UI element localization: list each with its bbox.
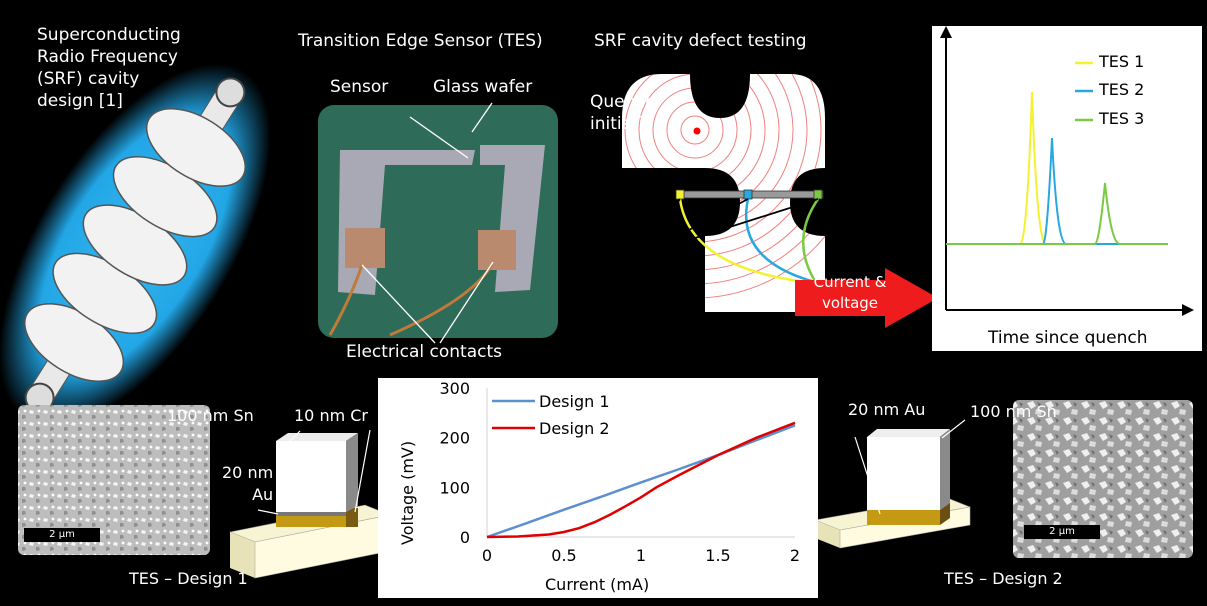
iv-legend-label-2: Design 2 xyxy=(539,419,610,438)
legend-tes1: TES 1 xyxy=(1099,52,1145,71)
design1-scale-bar: 2 µm xyxy=(49,529,75,540)
iv-ylabel: Voltage (mV) xyxy=(398,440,417,545)
design2-layer-cube xyxy=(813,419,972,549)
iv-ytick: 0 xyxy=(460,528,470,547)
design1-cr-label: 10 nm Cr xyxy=(294,406,369,425)
design1-sem-image xyxy=(18,405,210,555)
legend-tes3: TES 3 xyxy=(1099,109,1145,128)
tes-sensor-2 xyxy=(743,189,753,200)
design1-au-line-2: Au xyxy=(252,485,274,504)
design1-layer-cube xyxy=(228,429,392,579)
iv-chart: Design 1 Design 2 0 0.5 1 1.5 2 0 100 200 300 xyxy=(378,378,818,598)
design2-au-label: 20 nm Au xyxy=(848,400,926,419)
array-line-1: TES in xyxy=(637,262,690,282)
design1-sn-label: 100 nm Sn xyxy=(167,406,254,425)
sensor-label: Sensor xyxy=(330,77,389,97)
design2-sn-label: 100 nm Sn xyxy=(970,402,1057,421)
quench-line-2: initiation xyxy=(590,114,665,134)
iv-xtick: 0.5 xyxy=(551,546,576,565)
tes2-curve xyxy=(946,137,1168,245)
design2-sem-image xyxy=(1013,400,1193,558)
iv-xtick: 2 xyxy=(790,546,800,565)
srf-line-3: (SRF) cavity xyxy=(37,69,140,89)
quench-line-1: Quench xyxy=(590,92,656,112)
iv-series-1-line xyxy=(486,424,796,539)
tes-sensor-1 xyxy=(675,189,685,200)
current-voltage-label: Current & voltage xyxy=(806,272,894,314)
tes-sensor-3 xyxy=(813,189,823,200)
resistance-plot xyxy=(932,26,1202,351)
iv-xtick: 1.5 xyxy=(705,546,730,565)
iv-ytick: 200 xyxy=(439,429,470,448)
iv-legend-label-1: Design 1 xyxy=(539,392,610,411)
design2-caption: TES – Design 2 xyxy=(944,569,1063,588)
arrow-line-2: voltage xyxy=(821,294,879,312)
legend-tes2: TES 2 xyxy=(1099,80,1145,99)
srf-line-1: Superconducting xyxy=(37,25,181,45)
tes1-curve xyxy=(946,91,1168,245)
design2-scale-bar: 2 µm xyxy=(1049,526,1075,537)
srf-cavity-illustration xyxy=(0,63,271,427)
tes-in-array-label: TES in Array xyxy=(637,260,690,308)
srf-line-2: Radio Frequency xyxy=(37,47,178,67)
time-axis-label: Time since quench xyxy=(988,328,1148,348)
iv-ytick: 100 xyxy=(439,478,470,497)
array-line-2: Array xyxy=(637,286,683,306)
iv-xtick: 0 xyxy=(482,546,492,565)
design1-caption: TES – Design 1 xyxy=(129,569,248,588)
quench-initiation-label: Quench initiation xyxy=(590,91,665,135)
srf-line-4: design [1] xyxy=(37,91,123,111)
electrical-contacts-label: Electrical contacts xyxy=(346,342,503,362)
glass-wafer-label: Glass wafer xyxy=(433,77,533,97)
tes-photo-title: Transition Edge Sensor (TES) xyxy=(298,31,543,51)
iv-series-2-line xyxy=(486,421,796,539)
iv-xlabel: Current (mA) xyxy=(545,575,650,594)
design1-au-label: 20 nm Au xyxy=(222,462,273,506)
tes3-curve xyxy=(946,182,1168,245)
design1-au-line-1: 20 nm xyxy=(222,463,274,482)
iv-xtick: 1 xyxy=(636,546,646,565)
iv-ytick: 300 xyxy=(439,379,470,398)
srf-design-title: Superconducting Radio Frequency (SRF) ca… xyxy=(37,24,181,112)
arrow-line-1: Current & xyxy=(813,273,887,291)
quench-point-icon xyxy=(693,127,701,135)
resistance-axis-label: Resistance xyxy=(900,103,920,195)
current-voltage-arrow xyxy=(795,268,938,328)
defect-testing-title: SRF cavity defect testing xyxy=(594,31,807,51)
tes-photo xyxy=(318,102,558,344)
